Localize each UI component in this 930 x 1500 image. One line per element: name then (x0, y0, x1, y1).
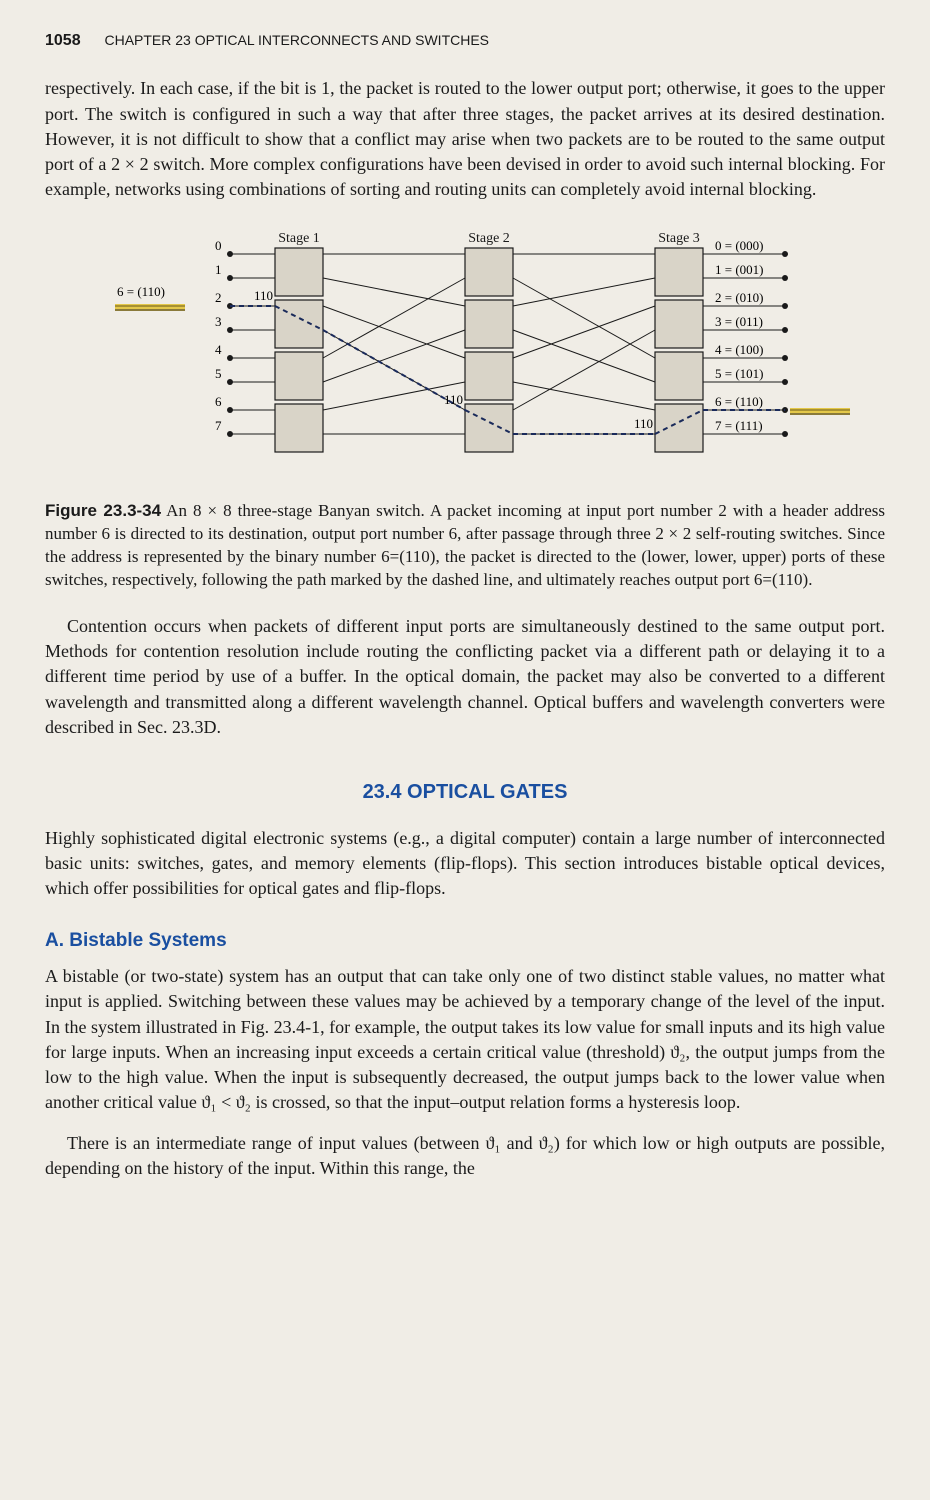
svg-text:0 = (000): 0 = (000) (715, 238, 764, 253)
svg-text:110: 110 (634, 416, 653, 431)
svg-text:6: 6 (215, 394, 222, 409)
svg-text:1: 1 (215, 262, 222, 277)
svg-text:4 = (100): 4 = (100) (715, 342, 764, 357)
figure-label: Figure 23.3-34 (45, 501, 161, 520)
svg-text:Stage 3: Stage 3 (658, 231, 700, 246)
svg-text:110: 110 (254, 288, 273, 303)
figure-caption-body: An 8 × 8 three-stage Banyan switch. A pa… (45, 501, 885, 589)
svg-text:Stage 2: Stage 2 (468, 231, 510, 246)
paragraph-4: A bistable (or two-state) system has an … (45, 964, 885, 1115)
svg-text:2: 2 (215, 290, 222, 305)
paragraph-2: Contention occurs when packets of differ… (45, 614, 885, 740)
paragraph-3: Highly sophisticated digital electronic … (45, 826, 885, 902)
svg-text:7 = (111): 7 = (111) (715, 418, 763, 433)
svg-text:2 = (010): 2 = (010) (715, 290, 764, 305)
figure-23-3-34: Stage 1 Stage 2 Stage 3 6 = (110) 0 1 2 3 4 5 6 7 0 … (45, 230, 885, 592)
svg-text:110: 110 (444, 392, 463, 407)
svg-text:3: 3 (215, 314, 222, 329)
svg-text:5: 5 (215, 366, 222, 381)
chapter-label: CHAPTER 23 OPTICAL INTERCONNECTS AND SWI… (104, 32, 489, 48)
page-header: 1058 CHAPTER 23 OPTICAL INTERCONNECTS AN… (45, 30, 885, 52)
subsection-heading-a: A. Bistable Systems (45, 928, 885, 955)
section-heading-23-4: 23.4 OPTICAL GATES (45, 778, 885, 806)
paragraph-1: respectively. In each case, if the bit i… (45, 76, 885, 202)
svg-text:3 = (011): 3 = (011) (715, 314, 763, 329)
svg-text:5 = (101): 5 = (101) (715, 366, 764, 381)
svg-text:6 = (110): 6 = (110) (715, 394, 763, 409)
banyan-diagram: Stage 1 Stage 2 Stage 3 6 = (110) 0 1 2 3 4 5 6 7 0 … (65, 230, 865, 490)
svg-text:4: 4 (215, 342, 222, 357)
svg-text:Stage 1: Stage 1 (278, 231, 320, 246)
svg-text:1 = (001): 1 = (001) (715, 262, 764, 277)
svg-text:0: 0 (215, 238, 222, 253)
svg-text:7: 7 (215, 418, 222, 433)
paragraph-5: There is an intermediate range of input … (45, 1131, 885, 1181)
page-number: 1058 (45, 32, 81, 49)
svg-text:6 = (110): 6 = (110) (117, 284, 165, 299)
figure-caption: Figure 23.3-34 An 8 × 8 three-stage Bany… (45, 500, 885, 592)
